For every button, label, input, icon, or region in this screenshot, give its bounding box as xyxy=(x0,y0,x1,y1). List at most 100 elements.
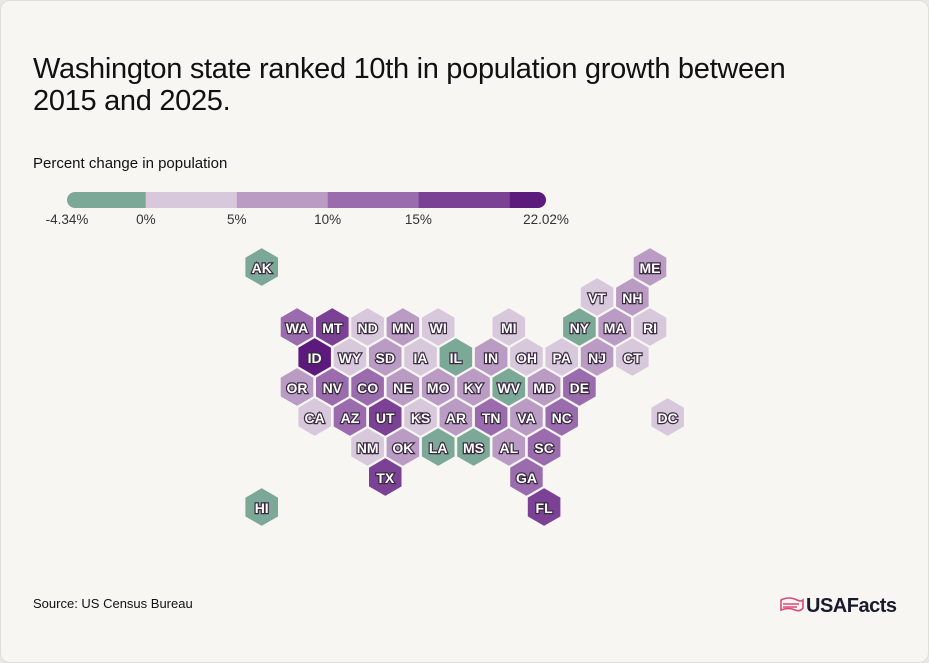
state-hex xyxy=(420,306,456,348)
legend-tick-label: 0% xyxy=(136,212,156,227)
state-hex xyxy=(561,366,597,408)
state-hex xyxy=(579,276,615,318)
state-label: NY xyxy=(570,320,590,336)
legend-swatch xyxy=(67,192,146,208)
state-hex xyxy=(297,336,333,378)
state-label: CA xyxy=(305,410,325,426)
state-label: PA xyxy=(553,350,571,366)
state-hex xyxy=(403,396,438,438)
state-hex xyxy=(350,366,386,408)
state-label: MO xyxy=(427,380,450,396)
state-label: MD xyxy=(533,380,555,396)
state-hex xyxy=(526,366,562,408)
state-label: FL xyxy=(536,500,554,516)
chart-title: Washington state ranked 10th in populati… xyxy=(33,53,785,85)
state-hex xyxy=(385,366,421,408)
state-label: MS xyxy=(463,440,484,456)
state-hex xyxy=(491,426,527,468)
state-hex xyxy=(314,306,350,348)
state-label: IA xyxy=(414,350,428,366)
state-hex xyxy=(456,426,491,468)
state-label: DE xyxy=(570,380,589,396)
legend-tick-label: 10% xyxy=(314,212,341,227)
state-label: IN xyxy=(484,350,498,366)
state-hex xyxy=(509,396,544,438)
state-hex xyxy=(420,366,456,408)
state-label: OH xyxy=(516,350,537,366)
state-label: ND xyxy=(357,320,377,336)
state-hex xyxy=(509,456,544,498)
state-hex xyxy=(367,456,403,498)
state-label: MT xyxy=(322,320,343,336)
state-hex xyxy=(385,306,421,348)
state-label: WY xyxy=(339,350,362,366)
state-hex xyxy=(332,336,368,378)
state-hex xyxy=(526,426,562,468)
legend-bar xyxy=(67,192,546,208)
state-label: GA xyxy=(516,470,537,486)
legend-swatch xyxy=(418,192,510,208)
state-label: SD xyxy=(376,350,395,366)
state-label: AK xyxy=(252,260,272,276)
state-hex xyxy=(244,486,280,528)
state-label: NJ xyxy=(588,350,606,366)
state-label: OR xyxy=(287,380,308,396)
state-hex xyxy=(650,396,686,438)
state-hex xyxy=(614,336,650,378)
state-hex xyxy=(244,246,280,288)
state-hex xyxy=(403,336,438,378)
state-label: AR xyxy=(446,410,466,426)
state-hex xyxy=(385,426,421,468)
legend-tick-label: 22.02% xyxy=(523,212,569,227)
state-label: MI xyxy=(501,320,517,336)
state-label: VT xyxy=(588,290,606,306)
state-label: NC xyxy=(552,410,572,426)
legend-swatch xyxy=(236,192,328,208)
state-hex xyxy=(350,306,386,348)
state-hex xyxy=(473,336,509,378)
state-hex xyxy=(314,366,350,408)
state-hex xyxy=(526,486,562,528)
legend-swatch xyxy=(145,192,237,208)
state-label: HI xyxy=(255,500,269,516)
state-hex xyxy=(509,336,544,378)
logo-icon xyxy=(780,597,804,612)
legend-tick-label: -4.34% xyxy=(46,212,89,227)
state-label: VA xyxy=(517,410,535,426)
legend-title: Percent change in population xyxy=(33,155,227,172)
state-label: NV xyxy=(323,380,343,396)
logo: USAFacts xyxy=(806,595,897,617)
state-label: IL xyxy=(450,350,463,366)
state-hex xyxy=(579,336,615,378)
state-label: KS xyxy=(411,410,430,426)
state-label: OK xyxy=(392,440,413,456)
state-hex xyxy=(438,336,474,378)
state-label: WI xyxy=(430,320,447,336)
chart-title: 2015 and 2025. xyxy=(33,85,230,117)
state-hex xyxy=(332,396,368,438)
state-label: TN xyxy=(482,410,501,426)
state-hex xyxy=(420,426,456,468)
state-label: LA xyxy=(429,440,448,456)
state-label: UT xyxy=(376,410,395,426)
state-hex xyxy=(279,366,315,408)
state-label: ME xyxy=(640,260,661,276)
state-hex xyxy=(438,396,474,438)
state-label: DC xyxy=(658,410,678,426)
state-label: MA xyxy=(604,320,626,336)
state-label: SC xyxy=(534,440,553,456)
state-hex xyxy=(614,276,650,318)
state-label: NM xyxy=(357,440,379,456)
state-hex xyxy=(597,306,633,348)
state-hex xyxy=(491,366,527,408)
state-hex xyxy=(473,396,509,438)
legend-swatch xyxy=(509,192,546,208)
legend-tick-label: 15% xyxy=(405,212,432,227)
state-label: WV xyxy=(498,380,521,396)
state-label: CO xyxy=(357,380,378,396)
legend-swatch xyxy=(327,192,419,208)
legend-tick-label: 5% xyxy=(227,212,247,227)
state-hex xyxy=(632,246,668,288)
state-label: ID xyxy=(308,350,322,366)
